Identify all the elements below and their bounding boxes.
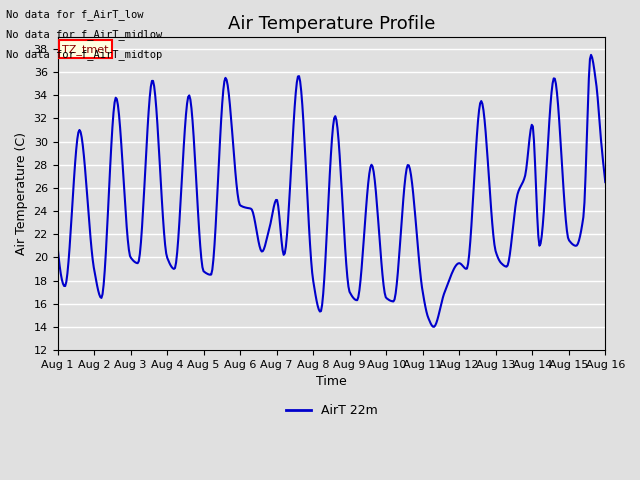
AirT 22m <box>430 324 438 330</box>
Line: AirT 22m: AirT 22m <box>58 55 605 327</box>
Text: No data for f_AirT_low: No data for f_AirT_low <box>6 9 144 20</box>
AirT 22m <box>602 179 609 185</box>
AirT 22m <box>54 243 61 249</box>
AirT 22m <box>380 282 387 288</box>
Text: No data for f_AirT_midtop: No data for f_AirT_midtop <box>6 49 163 60</box>
AirT 22m <box>588 52 595 58</box>
X-axis label: Time: Time <box>316 375 347 388</box>
AirT 22m <box>314 303 321 309</box>
AirT 22m <box>504 263 511 268</box>
Legend: AirT 22m: AirT 22m <box>280 399 382 422</box>
AirT 22m <box>350 296 358 301</box>
Y-axis label: Air Temperature (C): Air Temperature (C) <box>15 132 28 255</box>
AirT 22m <box>317 308 325 314</box>
Text: No data for f_AirT_midlow: No data for f_AirT_midlow <box>6 29 163 40</box>
Text: TZ_tmet: TZ_tmet <box>62 44 109 55</box>
AirT 22m <box>591 67 598 73</box>
Title: Air Temperature Profile: Air Temperature Profile <box>228 15 435 33</box>
